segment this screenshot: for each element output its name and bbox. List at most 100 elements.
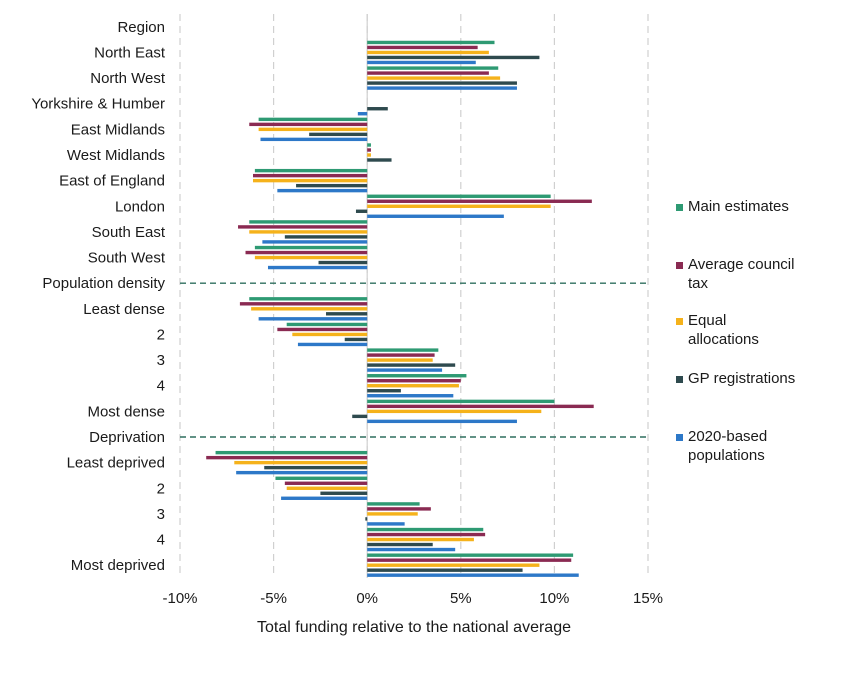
x-tick-label: -10% (162, 590, 197, 607)
bar (357, 112, 368, 116)
bar (367, 153, 371, 157)
bar (367, 568, 523, 572)
bar (249, 297, 368, 301)
legend-label: Equal allocations (688, 312, 759, 348)
bar (367, 363, 456, 367)
bar (286, 322, 368, 327)
bar (238, 225, 368, 229)
bar (367, 148, 371, 152)
bar (320, 491, 368, 495)
category-label: 3 (157, 352, 165, 369)
bar (367, 547, 456, 552)
x-axis-title: Total funding relative to the national a… (257, 619, 571, 636)
bar (367, 394, 454, 398)
bar (367, 409, 542, 414)
bar (367, 76, 501, 80)
bar (277, 188, 368, 193)
bar (277, 327, 368, 332)
category-label: Most deprived (71, 557, 165, 574)
bar (249, 220, 368, 224)
bar (258, 317, 368, 321)
x-tick-label: 5% (450, 590, 472, 607)
x-tick-label: 15% (633, 590, 663, 607)
bar (367, 502, 420, 506)
bar (326, 312, 368, 316)
legend-label: 2020-based populations (688, 428, 767, 464)
bar (258, 117, 368, 122)
bar (367, 60, 476, 65)
x-tick-labels: -10% -5% 0% 5% 10% 15% (162, 590, 663, 607)
bar (318, 260, 368, 265)
category-label: South East (92, 224, 166, 241)
category-label: Least deprived (67, 455, 165, 472)
bar (367, 55, 540, 60)
bar (367, 379, 461, 383)
bar (367, 199, 592, 203)
bar (367, 527, 484, 532)
bar (297, 342, 368, 347)
legend-swatch (676, 204, 683, 211)
bar (367, 542, 433, 547)
category-label: 4 (157, 532, 165, 549)
bar (264, 465, 368, 470)
bar (367, 374, 467, 378)
category-label: Most dense (87, 403, 165, 420)
bar (367, 86, 517, 90)
legend-swatch (676, 262, 683, 269)
bar (367, 81, 517, 85)
bar (367, 143, 371, 147)
bar (286, 486, 368, 490)
x-tick-label: -5% (260, 590, 287, 607)
bar (254, 168, 368, 173)
category-label: 2 (157, 326, 165, 343)
bar (275, 476, 368, 480)
category-label: East of England (59, 173, 165, 190)
bar (367, 204, 551, 208)
bar (367, 353, 435, 357)
category-label: 4 (157, 378, 165, 395)
category-label: Population density (42, 275, 165, 292)
bar (249, 122, 368, 127)
bar (296, 183, 368, 188)
category-label: West Midlands (67, 147, 165, 164)
bar (367, 158, 392, 162)
category-label: 2 (157, 480, 165, 497)
legend-label: Average council tax (688, 256, 794, 292)
bar (367, 507, 431, 511)
legend-label: GP registrations (688, 370, 795, 387)
category-label: Region (117, 19, 165, 36)
bar (258, 127, 368, 132)
bar (367, 532, 486, 537)
bar (367, 563, 540, 567)
category-label: London (115, 198, 165, 215)
bars (206, 40, 594, 577)
bar (206, 455, 368, 460)
bar (365, 517, 368, 521)
bar (254, 255, 368, 260)
bar (292, 332, 368, 337)
bar (352, 414, 368, 419)
bar (249, 230, 368, 234)
bar (367, 384, 459, 388)
bar (215, 450, 368, 455)
bar (367, 368, 443, 372)
bar (284, 481, 368, 485)
bar (367, 66, 499, 70)
bar (367, 45, 478, 50)
bar (367, 358, 433, 362)
bar (367, 512, 418, 516)
bar (367, 419, 517, 424)
x-tick-label: 10% (539, 590, 569, 607)
bar (367, 399, 555, 404)
bar (284, 235, 368, 239)
category-label: 3 (157, 506, 165, 523)
category-label: South West (88, 250, 166, 267)
category-label: Yorkshire & Humber (31, 96, 165, 113)
bar (262, 240, 368, 244)
bar (355, 209, 368, 213)
legend-swatch (676, 434, 683, 441)
bar (367, 194, 551, 198)
gridlines (179, 14, 649, 578)
bar (367, 553, 574, 557)
bar (254, 245, 368, 250)
